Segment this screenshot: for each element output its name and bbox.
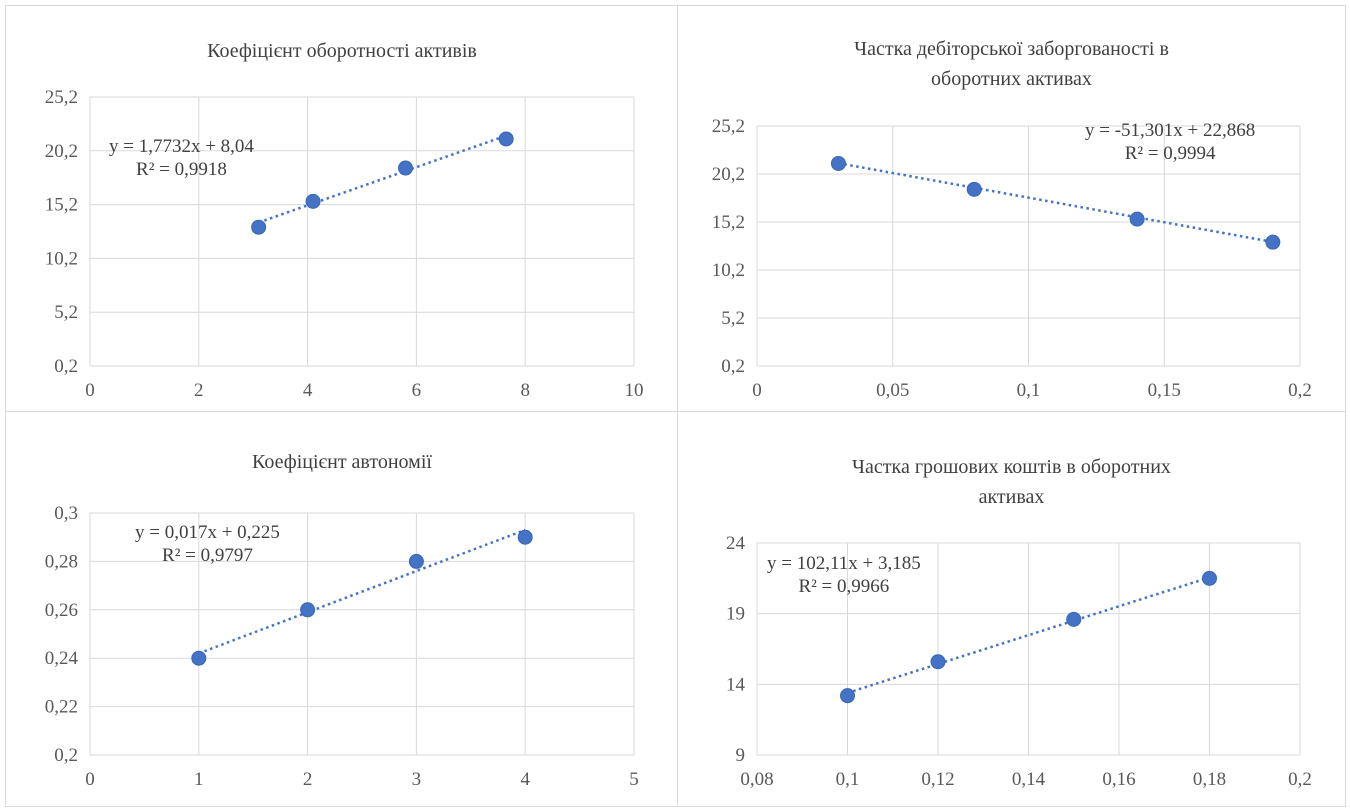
y-tick-label: 0,28 (45, 551, 78, 572)
equation-text: y = 102,11x + 3,185 (767, 552, 921, 575)
equation-text: y = 1,7732x + 8,04 (109, 135, 254, 158)
y-tick-label: 25,2 (45, 87, 78, 108)
x-tick-label: 3 (412, 769, 422, 790)
x-tick-label: 0,14 (1012, 769, 1046, 790)
x-tick-label: 0 (85, 769, 95, 790)
data-point (841, 689, 855, 703)
y-tick-label: 0,2 (721, 356, 745, 377)
trendline (259, 136, 507, 223)
x-tick-label: 0,15 (1148, 380, 1181, 401)
y-tick-label: 0,22 (45, 697, 78, 718)
chart-panel-receivables-share: Частка дебіторської заборгованості в обо… (677, 5, 1346, 413)
chart-plot: 0,08 0,1 0,12 0,14 0,16 0,18 0,2 9 14 19 24 (678, 412, 1347, 808)
x-tick-label: 1 (194, 769, 204, 790)
x-tick-label: 8 (520, 380, 530, 401)
equation-text: y = 0,017x + 0,225 (135, 521, 280, 544)
y-tick-label: 0,24 (45, 648, 79, 669)
r-squared-text: R² = 0,9918 (109, 158, 254, 181)
data-point (499, 132, 513, 146)
y-tick-label: 24 (726, 533, 746, 554)
y-tick-label: 5,2 (721, 308, 745, 329)
y-tick-label: 15,2 (712, 212, 745, 233)
data-point (409, 554, 423, 568)
x-tick-label: 10 (625, 380, 644, 401)
data-point (399, 161, 413, 175)
x-tick-label: 0,12 (921, 769, 954, 790)
chart-plot: 0 1 2 3 4 5 0,2 0,22 0,24 0,26 0,28 0,3 (6, 412, 680, 808)
x-tick-label: 5 (629, 769, 639, 790)
data-point (518, 530, 532, 544)
y-tick-label: 0,3 (54, 503, 78, 524)
x-tick-label: 0,05 (876, 380, 909, 401)
x-tick-label: 0 (85, 380, 95, 401)
data-point (831, 156, 845, 170)
data-point (1130, 212, 1144, 226)
y-tick-label: 19 (726, 604, 745, 625)
trendline-equation: y = 102,11x + 3,185 R² = 0,9966 (767, 552, 921, 598)
data-point (1266, 235, 1280, 249)
data-point (931, 655, 945, 669)
y-tick-label: 20,2 (45, 141, 78, 162)
data-point (301, 603, 315, 617)
chart-plot: 0 0,05 0,1 0,15 0,2 0,2 5,2 10,2 15,2 20,2 25,2 (678, 6, 1347, 414)
data-point (1067, 612, 1081, 626)
r-squared-text: R² = 0,9966 (767, 575, 921, 598)
trendline-equation: y = 1,7732x + 8,04 R² = 0,9918 (109, 135, 254, 181)
r-squared-text: R² = 0,9994 (1085, 142, 1255, 165)
y-tick-label: 5,2 (54, 302, 78, 323)
y-tick-label: 25,2 (712, 116, 745, 137)
trendline-equation: y = 0,017x + 0,225 R² = 0,9797 (135, 521, 280, 567)
y-tick-label: 9 (736, 745, 746, 766)
data-point (967, 182, 981, 196)
trendline-equation: y = -51,301x + 22,868 R² = 0,9994 (1085, 119, 1255, 165)
chart-panel-cash-share: Частка грошових коштів в оборотних актив… (677, 411, 1346, 807)
y-tick-label: 15,2 (45, 195, 78, 216)
chart-plot: 0 2 4 6 8 10 0,2 5,2 10,2 15,2 20,2 25,2 (6, 6, 680, 414)
x-tick-label: 2 (194, 380, 204, 401)
trendline (838, 163, 1272, 242)
equation-text: y = -51,301x + 22,868 (1085, 119, 1255, 142)
x-tick-label: 0,2 (1288, 380, 1312, 401)
x-tick-label: 0,08 (740, 769, 773, 790)
y-tick-label: 0,2 (54, 356, 78, 377)
x-tick-label: 0,1 (1017, 380, 1041, 401)
y-tick-label: 0,2 (54, 745, 78, 766)
x-tick-label: 0,18 (1193, 769, 1226, 790)
x-tick-label: 0 (752, 380, 762, 401)
y-tick-label: 20,2 (712, 164, 745, 185)
x-tick-label: 0,16 (1102, 769, 1135, 790)
x-tick-label: 6 (412, 380, 422, 401)
data-point (192, 651, 206, 665)
data-point (1203, 571, 1217, 585)
x-tick-label: 0,1 (836, 769, 860, 790)
y-tick-label: 10,2 (45, 248, 78, 269)
chart-panel-asset-turnover: Коефіцієнт оборотності активів 0 2 4 6 8 10 0,… (5, 5, 679, 413)
x-tick-label: 2 (303, 769, 313, 790)
chart-panel-autonomy-ratio: Коефіцієнт автономії 0 1 2 3 4 5 0,2 0,22 0,24 0,… (5, 411, 679, 807)
y-tick-label: 10,2 (712, 260, 745, 281)
x-tick-label: 0,2 (1288, 769, 1312, 790)
data-point (306, 194, 320, 208)
y-tick-label: 0,26 (45, 600, 78, 621)
data-point (252, 220, 266, 234)
y-tick-label: 14 (726, 674, 746, 695)
x-tick-label: 4 (303, 380, 313, 401)
x-tick-label: 4 (520, 769, 530, 790)
r-squared-text: R² = 0,9797 (135, 544, 280, 567)
